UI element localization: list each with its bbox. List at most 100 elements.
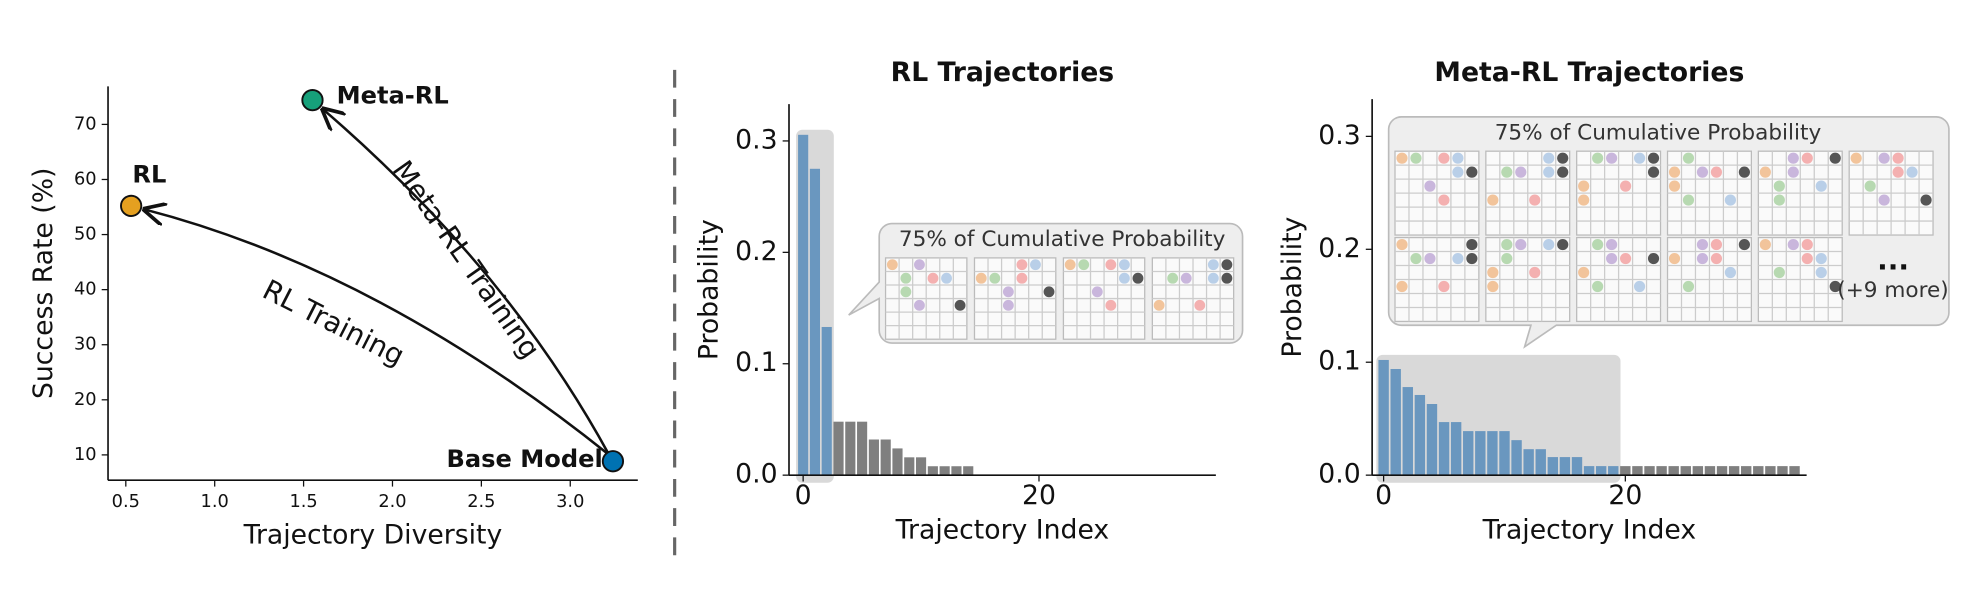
y-tick-label: 30 — [74, 334, 97, 355]
chart-title: Meta-RL Trajectories — [1434, 57, 1744, 88]
bar — [1583, 466, 1595, 476]
grid-token — [1043, 286, 1055, 298]
x-tick-label: 1.5 — [289, 491, 317, 512]
grid-token — [1647, 152, 1660, 164]
grid-token — [1787, 152, 1799, 164]
bar — [904, 457, 915, 476]
grid-token — [1906, 166, 1918, 178]
bar — [1414, 394, 1426, 476]
bar — [892, 448, 903, 476]
point — [301, 89, 324, 112]
grid-token — [1606, 238, 1618, 251]
highlight — [1376, 354, 1621, 483]
grid-token — [1668, 252, 1681, 265]
chart-title: RL Trajectories — [891, 57, 1114, 88]
grid-token — [1801, 152, 1813, 164]
grid-token — [1557, 166, 1569, 178]
grid-token — [1438, 152, 1450, 164]
point — [601, 450, 625, 473]
grid-token — [1030, 259, 1041, 271]
grid-token — [975, 272, 987, 284]
grid-token — [1892, 166, 1904, 178]
y-tick-label: 60 — [74, 168, 97, 189]
grid-token — [1759, 166, 1771, 178]
grid-token — [1529, 194, 1541, 206]
bar — [1644, 466, 1655, 476]
y-tick-label: 10 — [74, 444, 97, 465]
grid-token — [941, 272, 952, 284]
grid-token — [1620, 180, 1632, 192]
x-tick-label: 1.0 — [201, 491, 229, 512]
grid-token — [1773, 266, 1785, 279]
grid-token — [1105, 299, 1117, 311]
grid-token — [1180, 272, 1192, 284]
grid-token — [927, 272, 939, 284]
grid-token — [1633, 152, 1646, 164]
grid-token — [1396, 152, 1408, 164]
grid-token — [1633, 280, 1646, 293]
grid-token — [1002, 299, 1014, 311]
grid-token — [1515, 238, 1527, 251]
grid-token — [1710, 252, 1723, 265]
y-tick-label: 70 — [74, 113, 97, 134]
grid-token — [1647, 166, 1660, 178]
y-tick-label: 20 — [74, 389, 97, 410]
grid-token — [1920, 194, 1932, 206]
x-axis-label: Trajectory Diversity — [243, 520, 503, 551]
y-tick-label: 40 — [74, 279, 97, 300]
grid-token — [1221, 272, 1233, 284]
bar — [845, 421, 856, 476]
y-tick-label: 0.3 — [1318, 120, 1360, 151]
grid-token — [1710, 166, 1723, 178]
bar — [1680, 466, 1691, 476]
grid-token — [1815, 266, 1827, 279]
grid-token — [1424, 180, 1436, 192]
grid-token — [1501, 252, 1513, 265]
grid-token — [1167, 272, 1179, 284]
grid-token — [1452, 252, 1464, 265]
grid-token — [1682, 280, 1695, 293]
grid-token — [1668, 180, 1681, 192]
x-axis-label: Trajectory Index — [895, 515, 1109, 546]
ellipsis: ... — [1877, 244, 1909, 277]
y-axis-label: Success Rate (%) — [28, 168, 59, 399]
grid-token — [1515, 166, 1527, 178]
grid-token — [1221, 259, 1233, 271]
grid-token — [1773, 180, 1785, 192]
x-tick-label: 3.0 — [556, 491, 584, 512]
grid-token — [1410, 252, 1422, 265]
bar — [1668, 466, 1679, 476]
grid-token — [1466, 166, 1478, 178]
bar — [880, 439, 891, 476]
grid-token — [1578, 180, 1590, 192]
grid-token — [1438, 194, 1450, 206]
grid-token — [914, 259, 925, 271]
grid-token — [1153, 299, 1165, 311]
y-tick-label: 0.3 — [735, 124, 777, 155]
bar — [1571, 457, 1583, 476]
bar — [1620, 466, 1631, 476]
grid-token — [1724, 194, 1736, 206]
grid-token — [1592, 152, 1604, 164]
y-axis-label: Probability — [1277, 217, 1308, 358]
bar — [1475, 431, 1486, 476]
bar — [1523, 449, 1534, 476]
grid-token — [900, 286, 912, 298]
bar — [1390, 368, 1401, 476]
bar — [1656, 466, 1667, 476]
bar — [1728, 466, 1740, 476]
grid-token — [1557, 152, 1569, 164]
grid-token — [1064, 259, 1076, 271]
grid-token — [1118, 272, 1130, 284]
grid-token — [1501, 166, 1513, 178]
grid-token — [1487, 266, 1499, 279]
bar — [939, 466, 950, 476]
bar — [1463, 431, 1474, 476]
bar — [1632, 466, 1643, 476]
y-tick-label: 0.1 — [1318, 346, 1360, 377]
grid-token — [1396, 238, 1408, 251]
grid-token — [1801, 238, 1813, 251]
more-note: (+9 more) — [1837, 278, 1948, 303]
grid-token — [1696, 252, 1709, 265]
grid-token — [1815, 252, 1827, 265]
